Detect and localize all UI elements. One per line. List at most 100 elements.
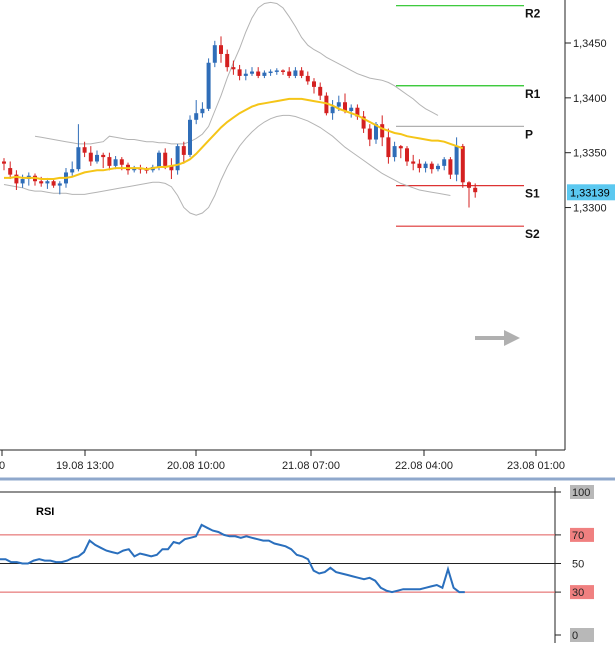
- candle-body: [392, 146, 397, 158]
- pivot-label: P: [525, 127, 533, 141]
- candle-body: [132, 168, 137, 171]
- bollinger-lower-band: [3, 114, 451, 216]
- candle-body: [250, 71, 254, 74]
- candle: [398, 145, 403, 159]
- candle-body: [51, 181, 56, 186]
- candle-body: [206, 62, 211, 109]
- candle: [386, 128, 391, 164]
- candle-body: [2, 161, 6, 164]
- candle: [225, 49, 230, 72]
- bollinger-upper-band: [34, 1, 439, 145]
- candle: [281, 69, 285, 75]
- rsi-tick-box: [570, 628, 594, 642]
- rsi-tick-box: [570, 527, 594, 542]
- candle: [361, 111, 366, 133]
- candle: [392, 141, 397, 162]
- candle-body: [361, 116, 366, 129]
- candle-body: [367, 128, 372, 140]
- candle-body: [157, 152, 161, 167]
- candle: [349, 104, 354, 118]
- candle-body: [349, 107, 354, 112]
- candle-body: [262, 72, 267, 76]
- candle-body: [95, 154, 99, 162]
- current-price-tag: 1,33139: [567, 184, 615, 201]
- candle-body: [460, 146, 465, 183]
- x-tick-label: 19.08 13:00: [56, 460, 114, 472]
- right-arrow-icon: [475, 330, 520, 346]
- y-tick-label: 1,3450: [573, 38, 607, 50]
- moving-average: [4, 97, 464, 180]
- candle: [287, 67, 292, 79]
- candle-body: [312, 81, 316, 87]
- candle: [206, 58, 211, 112]
- candle-body: [305, 75, 310, 82]
- candle-body: [405, 148, 409, 162]
- candle-body: [88, 152, 93, 162]
- candle-body: [188, 119, 192, 155]
- candle: [355, 104, 360, 120]
- candle: [442, 157, 447, 171]
- candle: [380, 115, 385, 147]
- moving-average-line: [4, 97, 464, 180]
- candle-body: [386, 137, 391, 158]
- candle: [274, 68, 279, 75]
- candle: [268, 69, 273, 76]
- candle: [312, 78, 316, 94]
- x-tick-label: 23.08 01:00: [507, 460, 565, 472]
- candle: [175, 143, 180, 175]
- candle: [188, 115, 192, 158]
- candle-body: [194, 113, 199, 120]
- candle-body: [448, 159, 453, 175]
- candle-body: [398, 146, 403, 149]
- rsi-line: [0, 523, 465, 594]
- candle-body: [355, 107, 360, 117]
- candle: [436, 163, 440, 172]
- candle: [219, 36, 223, 63]
- rsi-series-line: [0, 523, 465, 594]
- candle: [411, 154, 416, 171]
- candle-body: [231, 67, 236, 70]
- candle-body: [119, 159, 124, 165]
- candle-body: [169, 165, 174, 171]
- candle: [212, 40, 217, 68]
- pivot-levels: R2 R1 P S1 S2: [396, 5, 541, 241]
- candle: [200, 102, 205, 118]
- candle: [194, 100, 199, 125]
- time-x-ticks: 0 19.08 13:00 20.08 10:00 21.08 07:00 22.08 …: [0, 450, 565, 472]
- candle: [101, 152, 106, 169]
- candle-body: [429, 163, 434, 170]
- candle: [8, 161, 13, 180]
- current-price-box: [567, 184, 615, 201]
- candle-body: [299, 70, 304, 76]
- candle-body: [200, 108, 205, 114]
- candle-body: [423, 163, 428, 169]
- candle: [305, 71, 310, 85]
- x-tick-label: 0: [0, 460, 5, 472]
- candle: [107, 152, 112, 171]
- candle: [243, 69, 248, 81]
- candle-body: [417, 163, 422, 169]
- candle: [467, 181, 471, 208]
- candle-body: [268, 71, 273, 74]
- candle-body: [175, 146, 180, 171]
- candle-body: [256, 71, 261, 76]
- rsi-tick-label: 50: [572, 559, 584, 571]
- candle-body: [473, 187, 478, 193]
- candle: [95, 150, 99, 164]
- candle-body: [20, 179, 25, 184]
- candle: [51, 179, 56, 188]
- candle: [473, 183, 478, 198]
- candle: [14, 170, 19, 190]
- price-plot-area: [0, 0, 565, 450]
- candle: [113, 155, 118, 170]
- candle-body: [14, 174, 19, 184]
- candle-body: [374, 124, 378, 140]
- y-tick-label: 1,3400: [573, 93, 607, 105]
- candle-body: [8, 168, 13, 175]
- candle-body: [274, 70, 279, 72]
- rsi-tick-box: [570, 585, 594, 600]
- candle: [169, 158, 174, 180]
- candle-body: [225, 53, 230, 68]
